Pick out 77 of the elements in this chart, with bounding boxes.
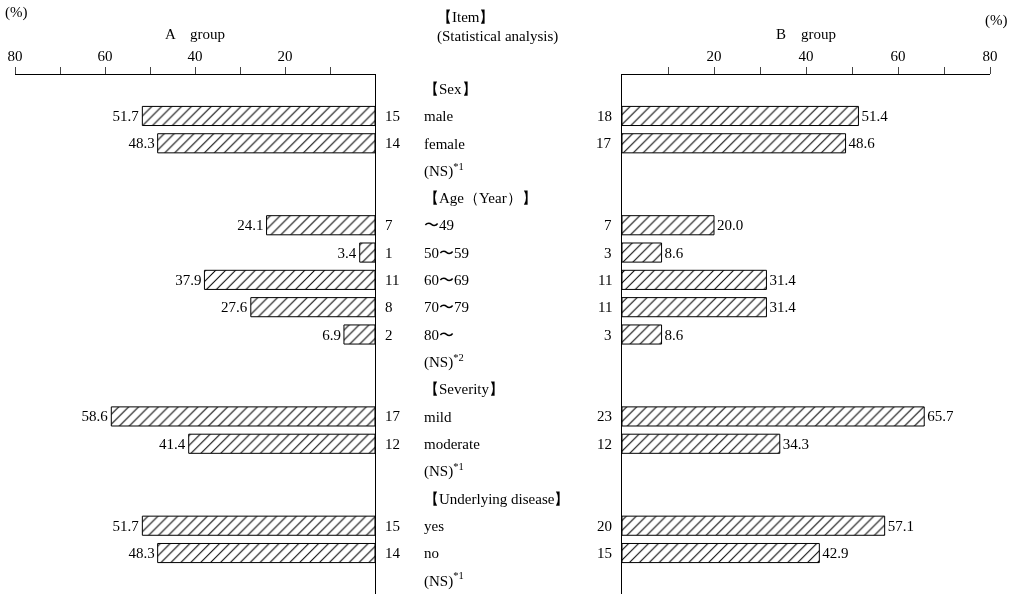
- data-label: 20.0: [717, 217, 744, 234]
- data-label: 24.1: [237, 217, 264, 234]
- y-tick-label: moderate: [424, 436, 481, 453]
- data-label: 6.9: [322, 326, 341, 343]
- data-label: 31.4: [769, 271, 797, 288]
- x-tick-label: 20: [706, 48, 722, 64]
- text: (Statistical analysis): [437, 28, 559, 45]
- y-tick-label: 【Underlying disease】: [424, 490, 570, 507]
- data-label: 58.6: [81, 408, 109, 425]
- data-label: 41.4: [158, 435, 186, 452]
- text: 17: [596, 135, 612, 151]
- x-tick-label: 80: [7, 48, 23, 64]
- y-tick-label: mild: [424, 408, 452, 425]
- text: 18: [597, 108, 612, 124]
- text: 15: [385, 108, 400, 124]
- y-tick-label: (NS)$^{*1}$: [424, 160, 464, 180]
- data-label: 3.4: [337, 244, 357, 261]
- y-tick-label: 80〜: [424, 326, 454, 343]
- text: 2: [385, 327, 393, 343]
- y-tick-label: female: [424, 135, 466, 152]
- data-label: 42.9: [822, 545, 849, 562]
- data-label: 57.1: [887, 517, 914, 534]
- data-label: 34.3: [782, 435, 810, 452]
- data-label: 27.6: [221, 299, 248, 316]
- data-label: 31.4: [769, 299, 797, 316]
- y-tick-label: (NS)$^{*2}$: [424, 351, 464, 372]
- data-label: 37.9: [175, 271, 202, 288]
- text: (%): [5, 4, 28, 21]
- text: 23: [597, 408, 612, 424]
- y-tick-label: 【Severity】: [424, 381, 504, 398]
- data-label: 51.7: [112, 107, 140, 124]
- data-label: 48.3: [128, 545, 155, 562]
- data-label: 48.3: [128, 135, 155, 152]
- text: (%): [985, 12, 1008, 29]
- data-label: 51.7: [112, 517, 140, 534]
- y-tick-label: 60〜69: [424, 272, 469, 289]
- data-label: 51.4: [861, 107, 889, 124]
- text: 14: [385, 135, 401, 151]
- y-tick-label: 50〜59: [424, 244, 469, 261]
- text: 15: [385, 518, 400, 534]
- x-axis-title: B group: [776, 26, 836, 43]
- text: 12: [385, 436, 400, 452]
- y-tick-label: yes: [424, 517, 445, 534]
- y-tick-label: (NS)$^{*1}$: [424, 461, 464, 481]
- text: 20: [597, 518, 612, 534]
- text: 15: [597, 545, 612, 561]
- text: 8: [385, 299, 393, 315]
- text: 7: [604, 217, 612, 233]
- y-tick-label: 70〜79: [424, 299, 469, 316]
- text: 3: [604, 327, 612, 343]
- y-tick-label: no: [424, 545, 439, 562]
- y-tick-label: 【Age（Year）】: [424, 190, 537, 207]
- data-label: 8.6: [664, 326, 684, 343]
- x-tick-label: 40: [798, 48, 814, 64]
- y-tick-label: (NS)$^{*1}$: [424, 570, 464, 590]
- text: 11: [598, 272, 613, 288]
- text: 12: [597, 436, 612, 452]
- x-tick-label: 20: [277, 48, 293, 64]
- x-tick-label: 60: [890, 48, 906, 64]
- x-tick-label: 60: [97, 48, 113, 64]
- x-tick-label: 80: [982, 48, 998, 64]
- y-tick-label: 【Sex】: [424, 80, 477, 97]
- text: 11: [385, 272, 400, 288]
- text: 7: [385, 217, 393, 233]
- text: 17: [385, 408, 401, 424]
- text: 14: [385, 545, 401, 561]
- y-tick-label: male: [424, 108, 454, 125]
- text: 3: [604, 245, 612, 261]
- y-axis-title: 【Item】: [437, 9, 495, 25]
- data-label: 8.6: [664, 244, 684, 261]
- x-tick-label: 40: [187, 48, 203, 64]
- text: 11: [598, 299, 613, 315]
- text: 1: [385, 245, 393, 261]
- data-label: 48.6: [848, 135, 876, 152]
- y-tick-label: 〜49: [424, 217, 454, 234]
- data-label: 65.7: [927, 408, 954, 425]
- x-axis-title: A group: [165, 26, 225, 43]
